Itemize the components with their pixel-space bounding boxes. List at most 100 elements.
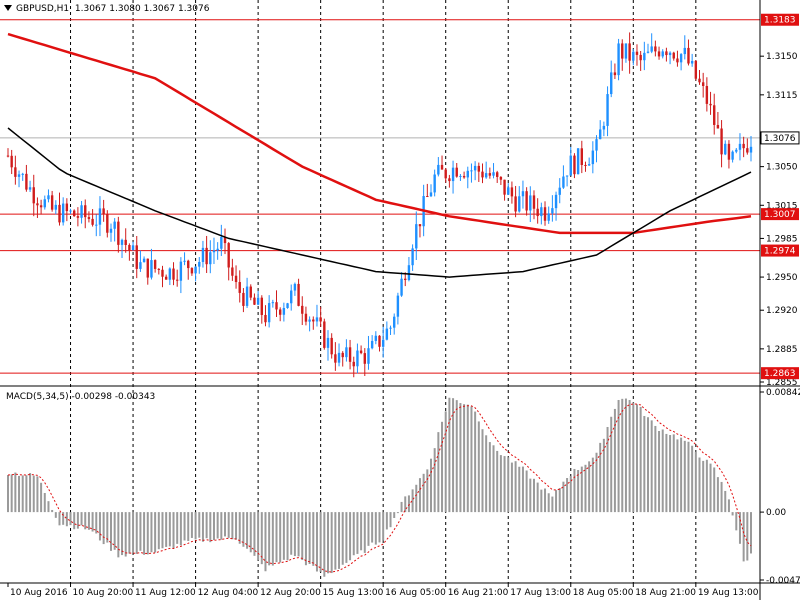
macd-bar [532,478,535,513]
candle-body [573,155,576,175]
current-price-tag [760,131,800,145]
candle-body [713,105,716,125]
macd-bar [183,512,186,541]
candle-body [231,267,234,276]
macd-bar [235,512,238,540]
candle-body [179,261,183,281]
candle-body [433,174,436,193]
macd-bar [481,429,484,513]
macd-bar [246,512,249,549]
candle-body [628,43,631,61]
macd-bar [727,499,730,513]
candle-body [323,321,326,348]
candle-body [374,335,378,341]
macd-bar [334,512,337,570]
candle-body [36,203,39,206]
candle-body [551,208,554,214]
macd-bar [459,403,462,513]
x-tick-label: 12 Aug 04:00 [198,588,259,598]
macd-bar [606,426,609,513]
candle-body [124,239,127,246]
macd-bar [488,442,491,513]
macd-bar [665,433,668,513]
candle-body [80,205,83,218]
candle-body [319,317,322,322]
macd-bar [507,457,510,513]
candle-body [749,146,753,153]
candle-body [17,174,21,177]
candle-body [242,292,245,306]
candle-body [731,151,734,160]
candle-body [223,236,227,244]
candle-body [348,347,352,362]
candle-body [547,213,550,221]
candle-body [554,194,558,209]
candle-body [21,173,24,175]
candle-body [367,348,370,364]
chevron-down-icon[interactable] [4,5,12,11]
candle-body [440,164,444,170]
macd-bar [599,442,602,513]
macd-bar [209,512,212,543]
macd-bar [709,463,712,513]
x-tick-label: 10 Aug 2016 [10,588,68,598]
candle-body [286,303,289,308]
candle-body [727,143,731,160]
macd-bar [521,466,524,513]
candle-body [216,248,219,251]
x-tick-label: 12 Aug 20:00 [260,588,321,598]
macd-signal-line [7,403,752,573]
candle-body [330,337,333,355]
macd-bar [290,512,293,555]
candle-body [598,129,602,140]
candle-body [444,169,447,179]
candle-body [459,175,462,177]
macd-bar [80,512,83,526]
x-tick-label: 18 Aug 05:00 [573,588,634,598]
price-labels: 1.3183 1.3007 1.2974 1.2863 1.3076 [760,13,800,380]
macd-bar [297,512,300,557]
candle-body [580,148,584,165]
candle-body [359,350,363,354]
price-level-label: 1.2974 [764,247,796,257]
macd-bar [40,482,43,513]
macd-bar [658,430,661,513]
macd-bar [525,470,528,513]
candle-body [503,179,506,195]
macd-bar [315,512,318,572]
macd-bar [18,475,21,513]
macd-bar [121,512,124,556]
macd-bar [474,411,477,513]
candle-body [293,283,297,291]
macd-bar [150,512,153,553]
y-tick-label: 1.2985 [766,234,798,244]
macd-bar [154,512,157,553]
macd-bar [172,512,175,549]
macd-bar [36,476,39,513]
ma-fast-line [7,127,752,278]
macd-bar [21,475,24,513]
candle-body [131,245,135,251]
macd-bar [698,457,701,513]
macd-bar [95,512,98,534]
ohlc-readout: 1.3067 1.3080 1.3067 1.3076 [74,4,210,14]
candle-body [646,51,650,53]
candle-body [91,218,94,225]
macd-bar [338,512,341,569]
candle-body [153,260,157,269]
candle-body [150,260,153,278]
macd-bar [429,458,432,513]
macd-bar [349,512,352,561]
candle-body [370,340,374,349]
macd-bar [319,512,322,572]
macd-bar [260,512,263,565]
macd-bar [676,439,679,513]
macd-bar [396,512,399,514]
candle-body [393,316,396,328]
macd-bar [14,472,17,513]
candle-body [639,54,642,61]
macd-bar [551,496,554,513]
candle-body [492,172,495,176]
